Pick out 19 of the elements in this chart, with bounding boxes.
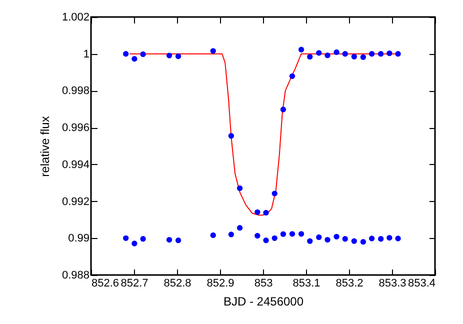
y-tick-label: 0.992 <box>62 196 90 208</box>
y-tick-label: 1.002 <box>62 12 90 24</box>
x-tick-label: 853 <box>254 278 273 290</box>
x-tick-label: 853.3 <box>378 278 406 290</box>
x-axis-title: BJD - 2456000 <box>223 294 304 308</box>
x-tick-label: 853.1 <box>292 278 320 290</box>
y-tick-label: 1 <box>83 48 90 60</box>
y-tick-label: 0.996 <box>62 122 90 134</box>
y-axis-title: relative flux <box>38 116 52 177</box>
y-tick-label: 0.998 <box>62 85 90 98</box>
x-tick-label: 853.2 <box>336 278 364 290</box>
x-tick-label: 852.9 <box>206 278 234 290</box>
y-tick-label: 0.988 <box>62 270 90 282</box>
y-tick-label: 0.99 <box>68 232 90 245</box>
x-tick-label: 852.7 <box>120 278 148 290</box>
x-tick-label: 853.4 <box>408 278 436 290</box>
x-tick-label: 852.6 <box>92 278 120 290</box>
x-tick-label: 852.8 <box>164 278 192 290</box>
y-tick-label: 0.994 <box>62 158 90 171</box>
